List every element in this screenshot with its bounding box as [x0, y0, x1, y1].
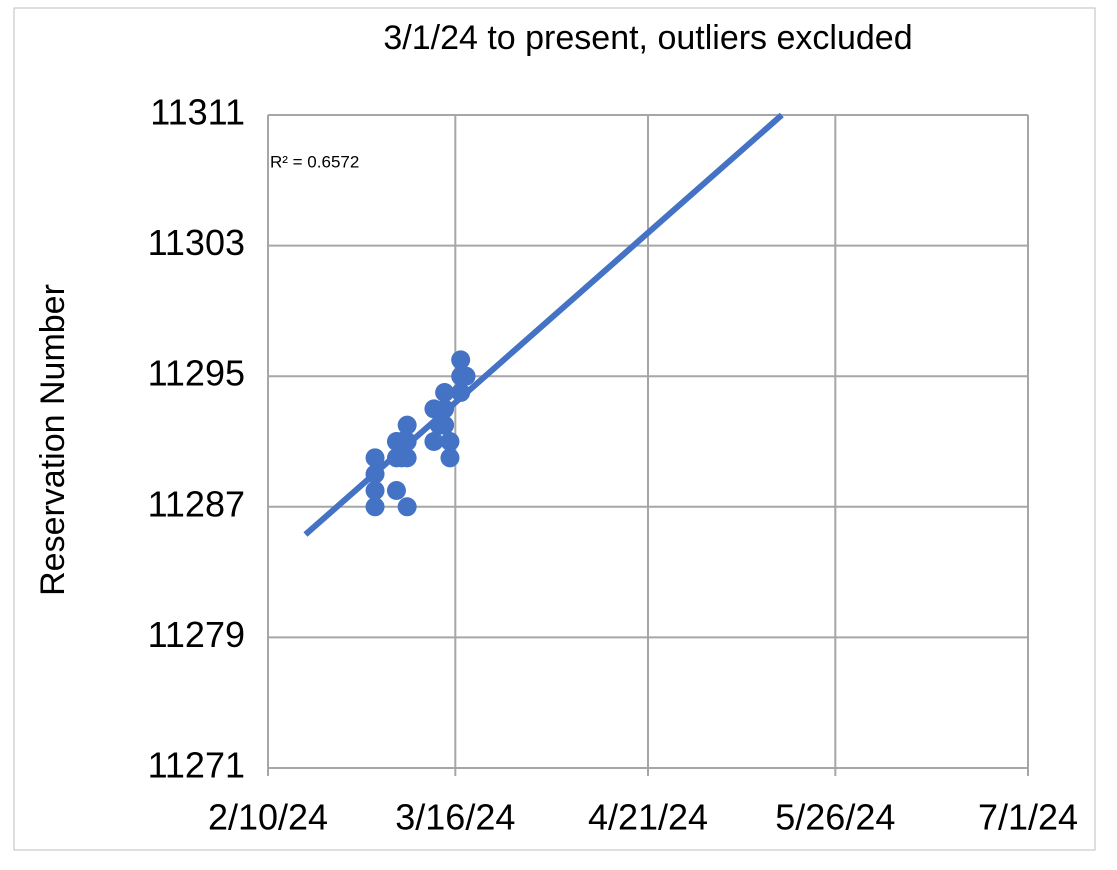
trendline: [303, 112, 784, 537]
y-tick-label: 11311: [150, 92, 245, 133]
data-point: [435, 399, 455, 419]
data-point: [435, 383, 455, 403]
data-point: [451, 350, 471, 370]
x-tick-label: 7/1/24: [978, 797, 1078, 838]
data-point: [365, 464, 385, 484]
y-tick-label: 11279: [148, 614, 245, 655]
data-point: [397, 448, 417, 468]
data-point: [365, 480, 385, 500]
data-point: [386, 480, 406, 500]
x-tick-label: 5/26/24: [775, 797, 895, 838]
x-tick-label: 3/16/24: [395, 797, 515, 838]
data-point: [456, 366, 476, 386]
y-tick-label: 11271: [148, 745, 245, 786]
y-tick-label: 11295: [148, 353, 245, 394]
data-point: [424, 432, 444, 451]
data-point: [365, 448, 385, 468]
chart-title: 3/1/24 to present, outliers excluded: [383, 19, 912, 57]
r-squared: R² = 0.6572: [270, 152, 359, 171]
data-point: [397, 415, 417, 435]
x-tick-label: 2/10/24: [208, 797, 328, 838]
y-tick-label: 11303: [148, 222, 245, 263]
data-point: [365, 497, 385, 517]
y-axis-label: Reservation Number: [34, 284, 72, 596]
data-point: [451, 383, 471, 403]
x-tick-label: 4/21/24: [588, 797, 708, 838]
data-point: [397, 432, 417, 451]
chart-frame: [13, 7, 1096, 851]
data-point: [440, 448, 460, 468]
data-point: [440, 432, 460, 451]
y-tick-label: 11287: [148, 483, 245, 524]
data-point: [435, 415, 455, 435]
data-point: [397, 497, 417, 517]
